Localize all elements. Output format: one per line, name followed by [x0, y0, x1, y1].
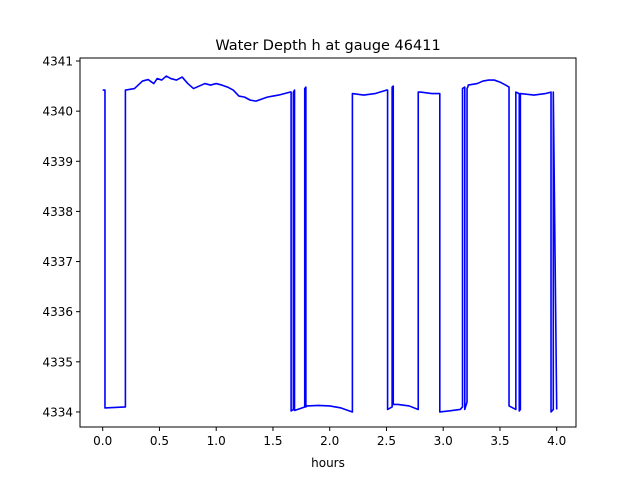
- y-tick-label: 4340: [42, 105, 73, 119]
- y-tick-label: 4334: [42, 405, 73, 419]
- y-axis: 4334 4335 4336 4337 4338 4339 4340 4341: [42, 55, 80, 419]
- x-tick-label: 0.5: [150, 434, 169, 448]
- x-tick-label: 2.5: [377, 434, 396, 448]
- series-line-0: [102, 75, 558, 413]
- x-tick-label: 1.0: [207, 434, 226, 448]
- x-tick-label: 4.0: [547, 434, 566, 448]
- axes-frame: [79, 57, 577, 428]
- x-tick-label: 1.5: [263, 434, 282, 448]
- y-tick-label: 4341: [42, 55, 73, 69]
- x-axis: 0.0 0.5 1.0 1.5 2.0 2.5 3.0 3.5 4.0: [93, 427, 566, 448]
- x-tick-label: 0.0: [93, 434, 112, 448]
- y-tick-label: 4337: [42, 255, 73, 269]
- x-tick-label: 2.0: [320, 434, 339, 448]
- y-tick-label: 4336: [42, 305, 73, 319]
- chart-title: Water Depth h at gauge 46411: [215, 38, 440, 54]
- y-tick-label: 4338: [42, 205, 73, 219]
- y-tick-label: 4335: [42, 355, 73, 369]
- x-tick-label: 3.0: [434, 434, 453, 448]
- x-axis-label: hours: [311, 456, 345, 470]
- x-tick-label: 3.5: [490, 434, 509, 448]
- plot-area: [102, 75, 558, 413]
- y-tick-label: 4339: [42, 155, 73, 169]
